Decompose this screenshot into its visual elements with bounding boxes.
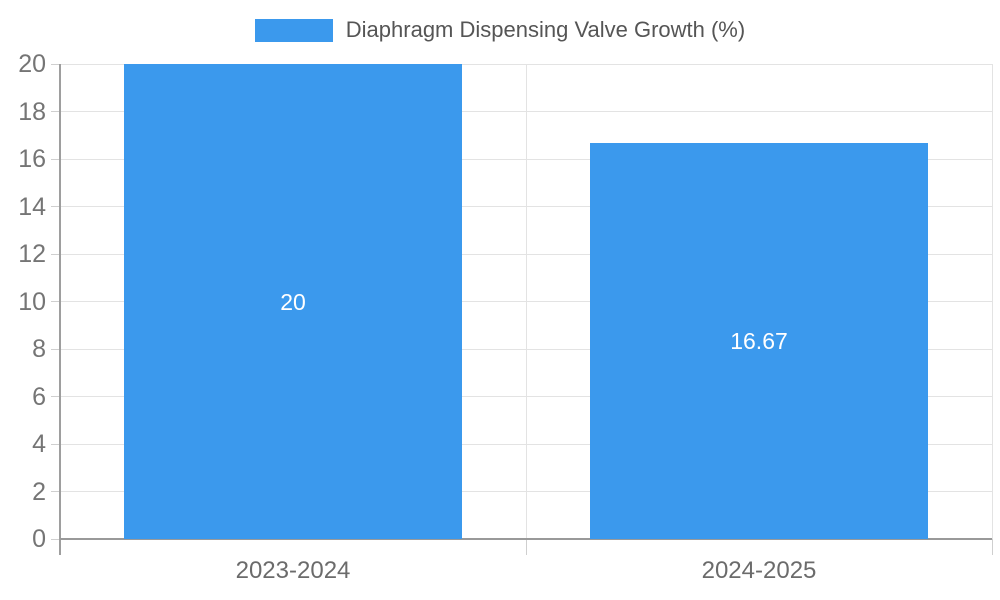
y-axis-tick xyxy=(51,538,60,540)
y-tick-label: 8 xyxy=(32,335,46,363)
bar xyxy=(124,64,462,539)
y-axis-tick xyxy=(51,158,60,160)
chart-legend[interactable]: Diaphragm Dispensing Valve Growth (%) xyxy=(0,17,1000,43)
y-tick-label: 4 xyxy=(32,430,46,458)
y-axis-line xyxy=(59,64,61,555)
gridline-vertical xyxy=(991,64,993,539)
y-tick-label: 20 xyxy=(18,50,46,78)
x-axis-zero-line xyxy=(60,538,992,540)
y-axis-tick xyxy=(51,206,60,207)
y-axis-tick xyxy=(51,348,60,350)
y-axis-tick xyxy=(51,111,60,112)
y-tick-label: 12 xyxy=(18,240,46,268)
y-axis-tick xyxy=(51,491,60,492)
y-axis-tick xyxy=(51,443,60,445)
bar-value-label: 20 xyxy=(280,288,306,315)
y-axis-tick xyxy=(51,396,60,397)
gridline-vertical xyxy=(525,64,527,539)
x-tick-label: 2024-2025 xyxy=(701,557,817,584)
x-tick-label: 2023-2024 xyxy=(235,557,351,584)
x-axis-tick xyxy=(991,539,993,555)
x-axis-tick xyxy=(525,539,527,555)
y-tick-label: 14 xyxy=(18,192,46,221)
legend-label: Diaphragm Dispensing Valve Growth (%) xyxy=(345,17,746,42)
legend-swatch xyxy=(254,18,333,42)
y-tick-label: 2 xyxy=(32,477,46,506)
y-axis-tick xyxy=(51,253,60,255)
y-tick-label: 18 xyxy=(18,97,46,126)
bar xyxy=(590,143,928,539)
y-tick-label: 16 xyxy=(18,145,46,173)
y-axis-tick xyxy=(51,63,60,65)
bar-value-label: 16.67 xyxy=(730,328,788,355)
y-tick-label: 10 xyxy=(18,287,46,316)
y-tick-label: 6 xyxy=(32,382,46,411)
y-tick-label: 0 xyxy=(32,525,46,553)
y-axis-tick xyxy=(51,301,60,302)
